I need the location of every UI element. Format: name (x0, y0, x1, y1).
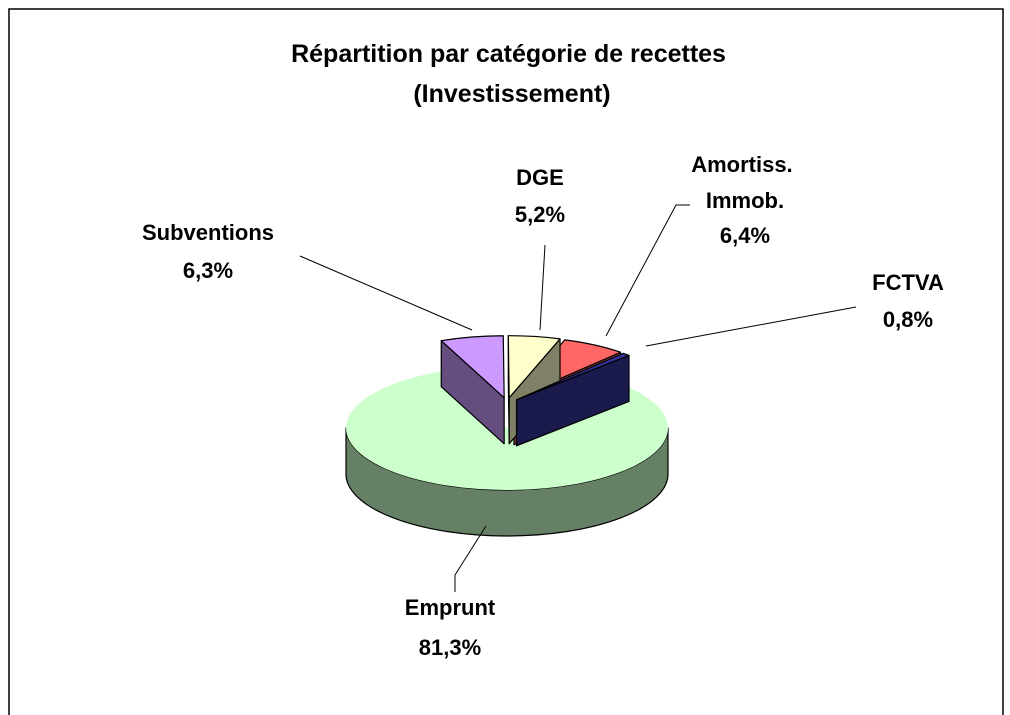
chart-border (8, 8, 1004, 715)
slice (515, 352, 630, 447)
leader-line (645, 306, 857, 347)
slice-top (507, 335, 561, 399)
value-label: 6,4% (720, 223, 770, 248)
text-line: (Investissement) (413, 80, 610, 108)
chart-title: Répartition par catégorie de recettes (I… (291, 40, 733, 108)
value-label: 0,8% (883, 307, 933, 332)
value-label: 5,2% (515, 202, 565, 227)
slice-top (440, 335, 505, 399)
slice (440, 335, 505, 445)
leader-line (299, 255, 473, 331)
value-label: 6,3% (183, 258, 233, 283)
category-label: DGE (516, 165, 564, 190)
leader-lines (299, 204, 857, 592)
category-label: FCTVA (872, 270, 944, 295)
leader-line (454, 525, 487, 592)
value-label: 81,3% (419, 635, 481, 660)
category-label: Amortiss. Immob. (691, 152, 799, 213)
category-label: Emprunt (405, 595, 496, 620)
slice-top (515, 352, 630, 401)
text-line: Répartition par catégorie de recettes (291, 40, 733, 68)
text-line: Immob. (706, 188, 784, 213)
category-label: Subventions (142, 220, 274, 245)
leader-line (605, 204, 690, 337)
leader-line (539, 244, 546, 331)
text-line: Amortiss. (691, 152, 799, 177)
